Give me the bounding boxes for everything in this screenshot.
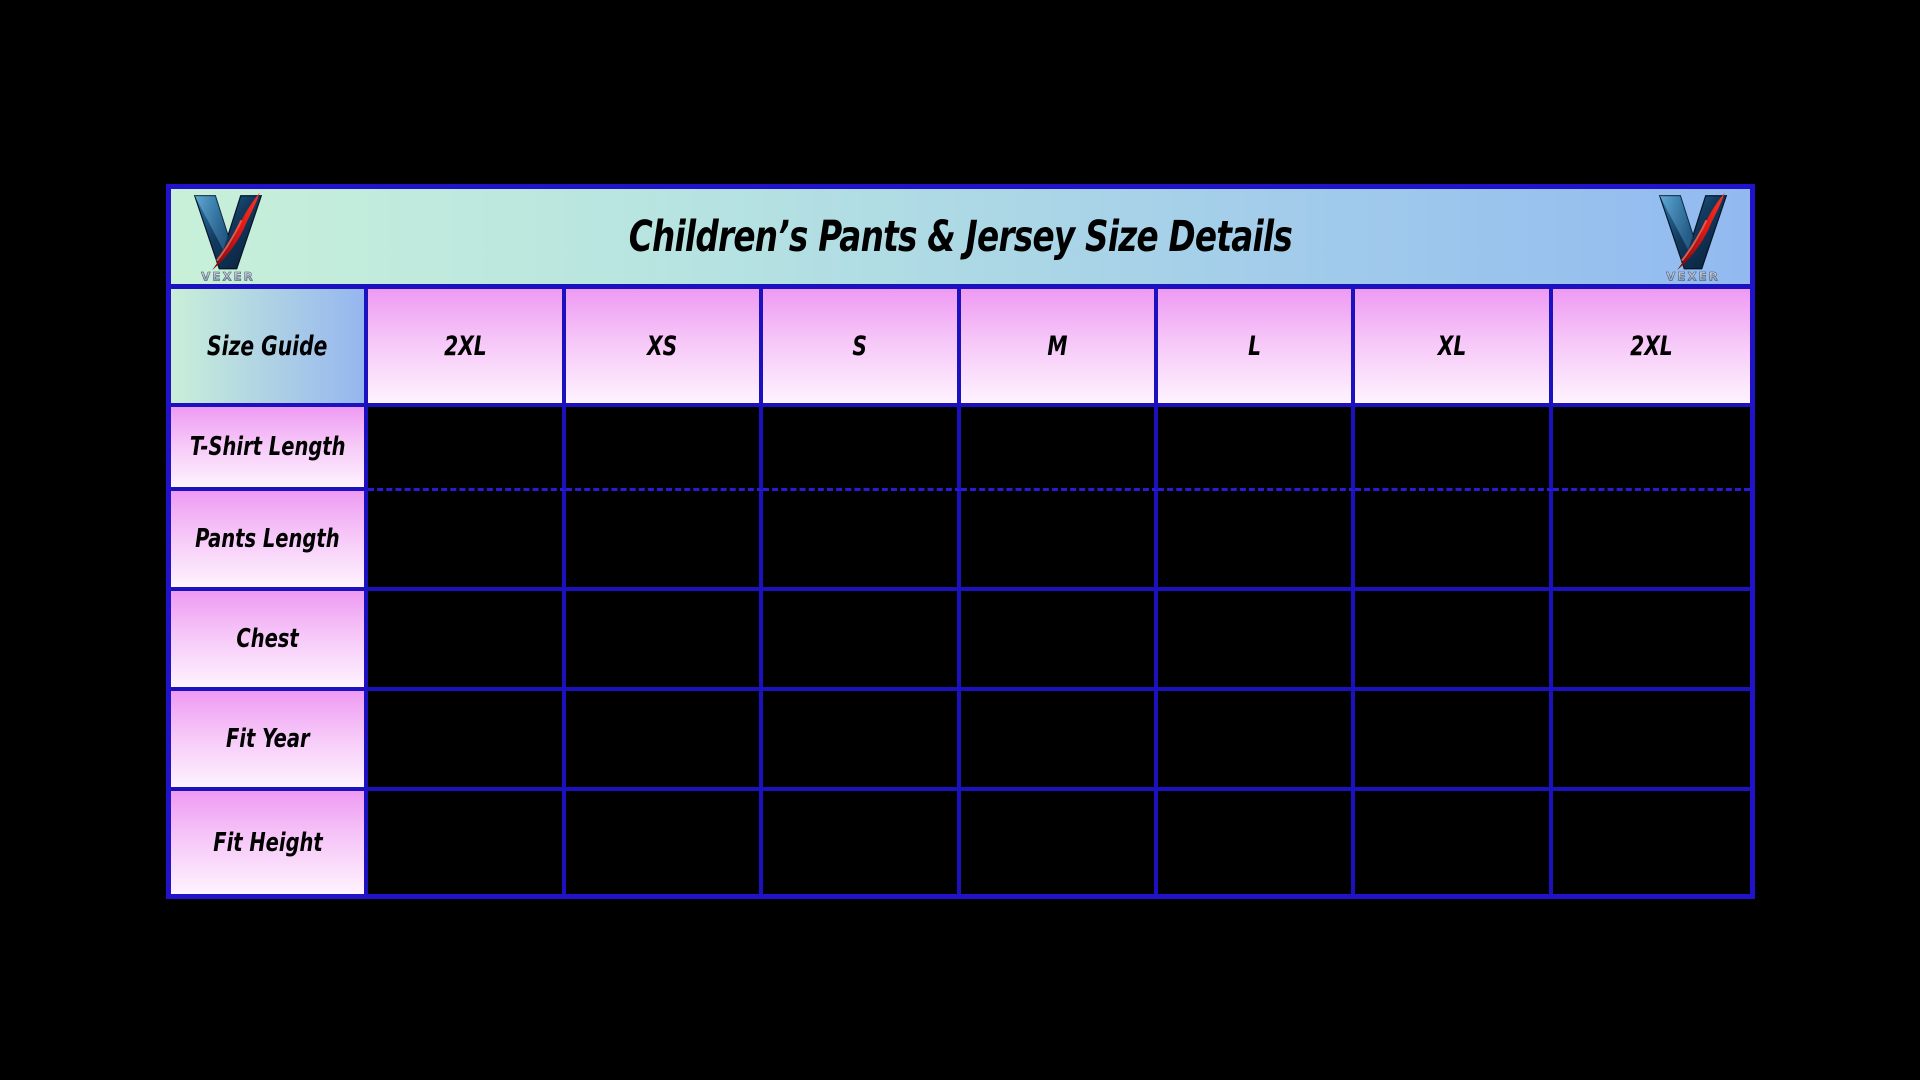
vexer-logo-icon: VEXER xyxy=(1658,192,1728,283)
data-cell xyxy=(565,407,764,491)
data-cell xyxy=(1355,491,1553,591)
row-header-fit-height: Fit Height xyxy=(171,791,369,894)
column-header-xs: XS xyxy=(565,289,764,407)
data-cell xyxy=(763,691,961,791)
data-cell xyxy=(565,591,764,691)
data-cell xyxy=(1552,591,1750,691)
data-cell xyxy=(1355,791,1553,894)
title-bar: VEXER Children’s Pants & Jersey Size Det… xyxy=(171,189,1750,289)
data-cell xyxy=(763,407,961,491)
column-header-s: S xyxy=(763,289,961,407)
data-cell xyxy=(1157,491,1356,591)
brand-name-text: VEXER xyxy=(201,269,255,282)
data-cell xyxy=(1157,791,1356,894)
data-cell xyxy=(368,791,566,894)
data-cell xyxy=(368,407,566,491)
data-cell xyxy=(565,491,764,591)
page-title: Children’s Pants & Jersey Size Details xyxy=(628,211,1293,262)
data-cell xyxy=(960,791,1158,894)
data-cell xyxy=(1355,591,1553,691)
data-cell xyxy=(1552,491,1750,591)
data-cell xyxy=(1355,407,1553,491)
data-cell xyxy=(763,791,961,894)
data-cell xyxy=(960,407,1158,491)
data-cell xyxy=(1552,791,1750,894)
data-cell xyxy=(1157,591,1356,691)
data-cell xyxy=(1355,691,1553,791)
data-cell xyxy=(763,491,961,591)
row-header-fit-year: Fit Year xyxy=(171,691,369,791)
vexer-logo-icon: VEXER xyxy=(193,192,263,283)
data-cell xyxy=(368,591,566,691)
data-cell xyxy=(565,691,764,791)
data-cell xyxy=(1552,691,1750,791)
data-cell xyxy=(368,691,566,791)
data-cell xyxy=(960,591,1158,691)
data-cell xyxy=(368,491,566,591)
data-cell xyxy=(1552,407,1750,491)
row-header-tshirt-length: T-Shirt Length xyxy=(171,407,369,491)
column-header-2xl-right: 2XL xyxy=(1552,289,1750,407)
column-header-l: L xyxy=(1157,289,1356,407)
column-header-2xl-left: 2XL xyxy=(368,289,566,407)
row-header-chest: Chest xyxy=(171,591,369,691)
data-cell xyxy=(565,791,764,894)
data-cell xyxy=(960,491,1158,591)
size-chart-table: VEXER Children’s Pants & Jersey Size Det… xyxy=(166,184,1755,899)
data-cell xyxy=(763,591,961,691)
brand-name-text: VEXER xyxy=(1666,269,1720,282)
column-header-m: M xyxy=(960,289,1158,407)
column-header-size-guide: Size Guide xyxy=(171,289,369,407)
row-header-pants-length: Pants Length xyxy=(171,491,369,591)
data-cell xyxy=(1157,691,1356,791)
column-header-xl: XL xyxy=(1355,289,1553,407)
data-cell xyxy=(1157,407,1356,491)
data-cell xyxy=(960,691,1158,791)
